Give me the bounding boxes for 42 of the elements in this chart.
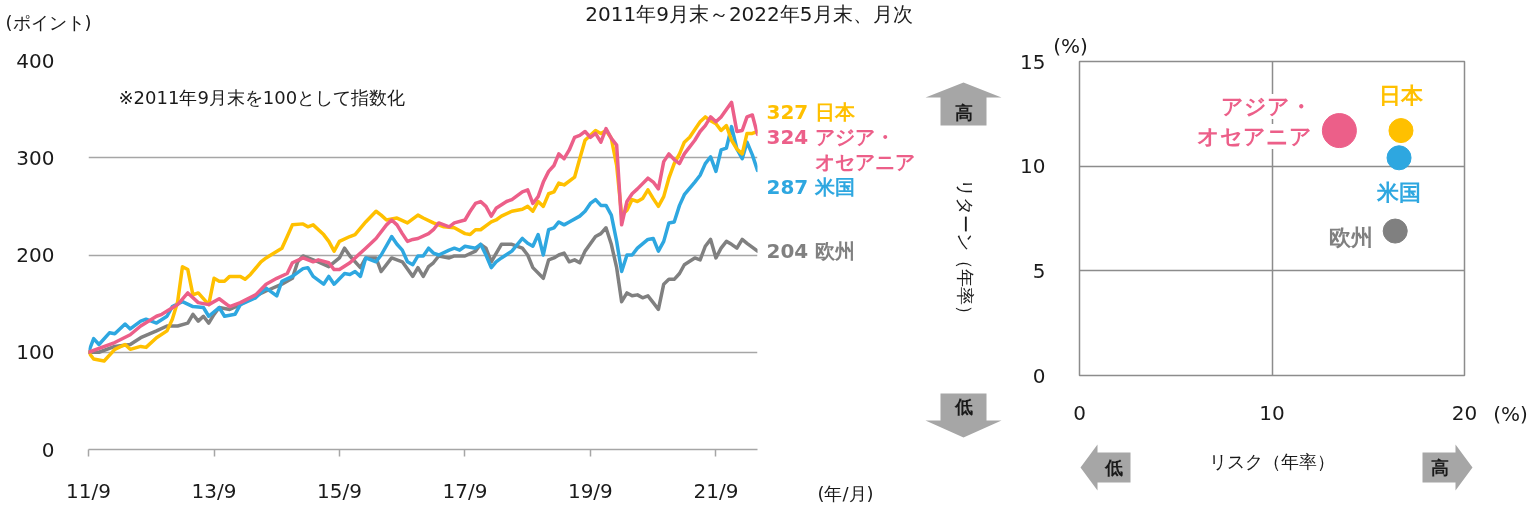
text: (%) <box>1053 33 1088 58</box>
text: 低 <box>1103 457 1123 478</box>
chart-title: 2011年9月末～2022年5月末、月次 <box>585 1 913 26</box>
y-axis-title: (ポイント) <box>5 12 92 33</box>
series-label: 日本 <box>1378 83 1424 109</box>
text: 日本 <box>814 100 856 125</box>
x-axis-title: リスク（年率） <box>1209 450 1335 472</box>
annotation: ※2011年9月末を100として指数化 <box>118 87 406 108</box>
y-axis-title: リターン（年率） <box>955 178 976 323</box>
x-tick-label: 15/9 <box>316 478 362 503</box>
x-tick-label: 13/9 <box>191 478 237 503</box>
series-label: 米国 <box>1376 180 1422 206</box>
y-tick-label: 10 <box>1020 154 1046 179</box>
text: 欧州 <box>814 239 855 264</box>
y-tick-label: 0 <box>1032 363 1046 388</box>
y-tick-label: 200 <box>16 243 55 267</box>
x-tick-label: 21/9 <box>693 478 739 503</box>
text: 高 <box>1430 457 1449 478</box>
x-tick-label: 17/9 <box>442 478 488 503</box>
y-tick-label: 400 <box>16 48 55 73</box>
y-tick-label: 100 <box>16 340 55 365</box>
data-label: 287 <box>766 175 809 200</box>
text: 高 <box>954 102 973 123</box>
data-label: 324 <box>766 125 809 150</box>
x-tick-label: 10 <box>1259 400 1285 425</box>
x-axis-title: (年/月) <box>817 483 874 504</box>
data-label: 327 <box>766 100 809 125</box>
text: アジア・オセアニア <box>814 125 915 175</box>
data-label: 204 <box>766 239 809 264</box>
text: (%) <box>1493 401 1528 426</box>
x-tick-label: 19/9 <box>567 478 613 503</box>
x-tick-label: 11/9 <box>66 478 111 503</box>
y-tick-label: 15 <box>1020 49 1046 74</box>
series-label: 欧州 <box>1329 224 1374 250</box>
text: 低 <box>953 396 973 417</box>
y-tick-label: 5 <box>1032 258 1046 283</box>
text: 米国 <box>813 175 855 200</box>
x-tick-label: 0 <box>1073 400 1086 425</box>
x-tick-label: 20 <box>1451 400 1478 425</box>
y-tick-label: 0 <box>41 437 55 462</box>
series-label: アジア・オセアニア <box>1197 94 1313 150</box>
y-tick-label: 300 <box>16 145 55 170</box>
